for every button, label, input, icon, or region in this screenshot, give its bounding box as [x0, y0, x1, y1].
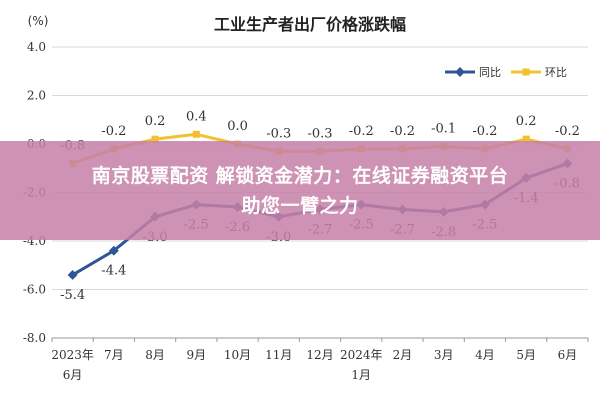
banner-line-1: 南京股票配资 解锁资金潜力：在线证券融资平台 — [91, 164, 509, 187]
chart-title: 工业生产者出厂价格涨跌幅 — [214, 15, 406, 34]
point-mom — [192, 130, 200, 138]
y-axis-unit: (%) — [28, 14, 49, 28]
legend: 同比 环比 — [445, 66, 567, 79]
y-tick-label: 4.0 — [27, 40, 46, 54]
data-label-yoy: -5.4 — [60, 288, 85, 303]
data-label-mom: -0.2 — [349, 124, 374, 139]
x-tick-label: 2023年 — [51, 348, 94, 362]
x-tick-label: 2月 — [393, 348, 413, 362]
legend-label-yoy: 同比 — [479, 66, 501, 79]
x-tick-label: 4月 — [475, 348, 495, 362]
x-tick-label: 2024年 — [340, 348, 383, 362]
data-label-mom: 0.4 — [186, 109, 207, 124]
x-tick-label: 8月 — [145, 348, 165, 362]
data-label-yoy: -4.4 — [101, 264, 126, 279]
y-tick-label: -8.0 — [23, 331, 46, 345]
point-mom — [522, 135, 530, 143]
data-label-mom: -0.3 — [266, 126, 291, 141]
data-label-mom: -0.2 — [472, 124, 497, 139]
x-tick-label: 5月 — [516, 348, 536, 362]
y-tick-label: 2.0 — [27, 89, 46, 103]
x-tick-label: 6月 — [558, 348, 578, 362]
x-tick-label: 6月 — [63, 368, 83, 382]
x-tick-label: 7月 — [104, 348, 124, 362]
data-label-mom: 0.2 — [516, 114, 537, 129]
point-mom — [151, 135, 159, 143]
data-label-mom: -0.2 — [555, 124, 580, 139]
y-tick-label: -6.0 — [23, 283, 46, 297]
point-yoy — [108, 245, 119, 256]
data-label-mom: -0.1 — [431, 121, 456, 136]
x-tick-label: 10月 — [224, 348, 251, 362]
x-tick-label: 3月 — [434, 348, 454, 362]
legend-marker-mom — [522, 68, 530, 76]
data-label-mom: -0.2 — [101, 124, 126, 139]
x-tick-label: 11月 — [265, 348, 292, 362]
data-label-mom: 0.2 — [145, 114, 166, 129]
x-tick-label: 12月 — [306, 348, 333, 362]
data-label-mom: -0.3 — [307, 126, 332, 141]
x-tick-label: 9月 — [186, 348, 206, 362]
legend-label-mom: 环比 — [545, 66, 567, 79]
x-tick-label: 1月 — [351, 368, 371, 382]
data-label-mom: 0.0 — [227, 119, 248, 134]
legend-marker-yoy — [455, 67, 465, 77]
banner-line-2: 助您一臂之力 — [241, 194, 359, 217]
promo-banner[interactable]: 南京股票配资 解锁资金潜力：在线证券融资平台 助您一臂之力 — [0, 141, 600, 240]
data-label-mom: -0.2 — [390, 124, 415, 139]
